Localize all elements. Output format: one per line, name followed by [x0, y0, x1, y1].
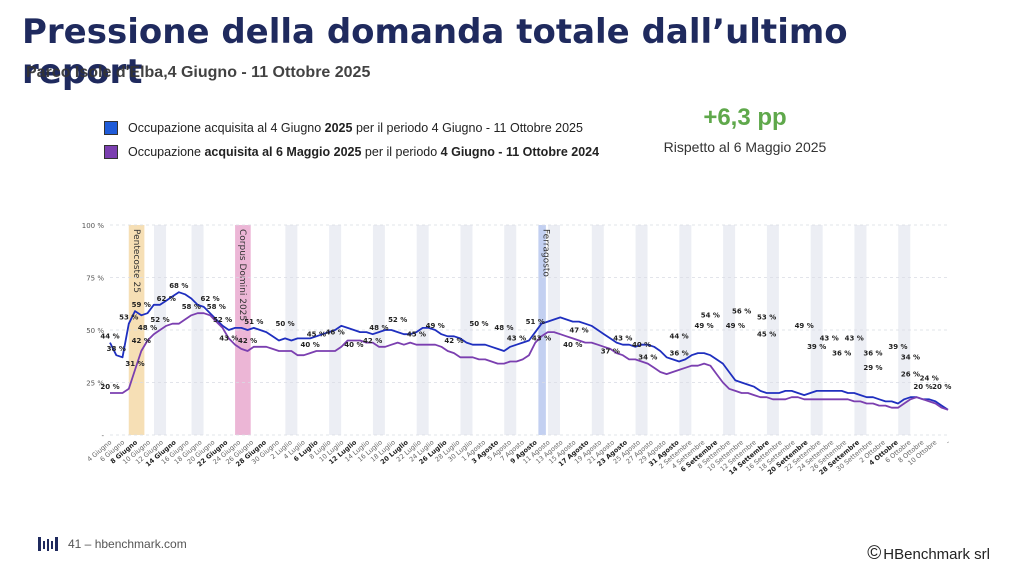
legend-text-2025: Occupazione acquisita al 4 Giugno 2025 p… [128, 121, 583, 135]
data-label: 43 % [820, 335, 839, 343]
data-label: 42 % [444, 337, 463, 345]
y-tick-label: - [101, 432, 104, 440]
data-label: 40 % [301, 341, 320, 349]
data-label: 62 % [157, 295, 176, 303]
data-label: 58 % [207, 303, 226, 311]
hbenchmark-logo-icon [38, 537, 58, 551]
data-label: 45 % [307, 331, 326, 339]
event-band-label: Corpus Domini 2025 [237, 229, 247, 321]
data-label: 50 % [469, 320, 488, 328]
data-label: 45 % [757, 331, 776, 339]
data-label: 53 % [757, 314, 776, 322]
x-tick-label: - [944, 438, 951, 446]
data-label: 26 % [901, 370, 920, 378]
data-label: 47 % [569, 326, 588, 334]
data-label: 43 % [507, 335, 526, 343]
data-label: 50 % [276, 320, 295, 328]
data-label: 51 % [526, 318, 545, 326]
legend-swatch-2025 [104, 121, 118, 135]
copyright-text: HBenchmark srl [883, 545, 990, 563]
data-label: 44 % [669, 333, 688, 341]
data-label: 54 % [701, 312, 720, 320]
data-label: 59 % [132, 301, 151, 309]
data-label: 20 % [913, 383, 932, 391]
data-label: 29 % [863, 364, 882, 372]
delta-value: +6,3 pp [703, 104, 787, 131]
legend-item-2025: Occupazione acquisita al 4 Giugno 2025 p… [104, 121, 583, 135]
series-line-2024 [110, 312, 949, 411]
legend-item-2024: Occupazione acquisita al 6 Maggio 2025 p… [104, 145, 599, 159]
data-label: 36 % [832, 349, 851, 357]
page-subtitle: Parco Isole d'Elba,4 Giugno - 11 Ottobre… [26, 64, 371, 81]
data-label: 40 % [563, 341, 582, 349]
data-label: 43 % [532, 335, 551, 343]
data-label: 43 % [613, 335, 632, 343]
data-label: 46 % [326, 328, 345, 336]
data-label: 53 % [119, 314, 138, 322]
data-label: 43 % [845, 335, 864, 343]
data-label: 44 % [100, 333, 119, 341]
data-label: 42 % [132, 337, 151, 345]
data-label: 51 % [244, 318, 263, 326]
data-label: 24 % [920, 375, 939, 383]
data-label: 58 % [182, 303, 201, 311]
event-band-label: Ferragosto [540, 229, 550, 277]
data-label: 49 % [795, 322, 814, 330]
data-label: 48 % [494, 324, 513, 332]
data-label: 56 % [732, 307, 751, 315]
delta-note: Rispetto al 6 Maggio 2025 [663, 139, 827, 155]
legend-swatch-2024 [104, 145, 118, 159]
occupancy-line-chart: Pentecoste 25 Corpus Domini 2025 Ferragost… [82, 222, 952, 477]
data-label: 52 % [150, 316, 169, 324]
data-label: 34 % [901, 354, 920, 362]
footer-page-text: 41 – hbenchmark.com [68, 537, 187, 551]
data-label: 40 % [344, 341, 363, 349]
data-label: 36 % [669, 349, 688, 357]
y-tick-label: 100 % [82, 222, 105, 230]
data-label: 42 % [363, 337, 382, 345]
data-label: 45 % [407, 331, 426, 339]
weekend-stripe [504, 225, 517, 435]
series-line-2025 [109, 291, 949, 411]
data-label: 49 % [726, 322, 745, 330]
data-label: 20 % [932, 383, 951, 391]
data-label: 49 % [695, 322, 714, 330]
data-label: 31 % [125, 360, 144, 368]
data-label: 20 % [100, 383, 119, 391]
data-label: 52 % [388, 316, 407, 324]
event-band-label: Pentecoste 25 [131, 229, 141, 293]
data-label: 43 % [219, 335, 238, 343]
data-label: 68 % [169, 282, 188, 290]
data-label: 34 % [638, 354, 657, 362]
legend-text-2024: Occupazione acquisita al 6 Maggio 2025 p… [128, 145, 600, 159]
y-tick-label: 75 % [86, 275, 104, 283]
data-label: 38 % [107, 345, 126, 353]
data-label: 52 % [213, 316, 232, 324]
data-label: 49 % [426, 322, 445, 330]
data-label: 39 % [888, 343, 907, 351]
data-label: 62 % [200, 295, 219, 303]
page-title: Pressione della domanda totale dall’ulti… [22, 12, 848, 92]
data-label: 36 % [863, 349, 882, 357]
data-label: 48 % [369, 324, 388, 332]
y-tick-label: 25 % [86, 380, 104, 388]
data-label: 48 % [138, 324, 157, 332]
data-label: 42 % [238, 337, 257, 345]
data-label: 37 % [601, 347, 620, 355]
copyright: © HBenchmark srl [867, 543, 990, 565]
copyright-icon: © [867, 543, 882, 564]
data-label: 40 % [632, 341, 651, 349]
data-label: 39 % [807, 343, 826, 351]
y-tick-label: 50 % [86, 327, 104, 335]
